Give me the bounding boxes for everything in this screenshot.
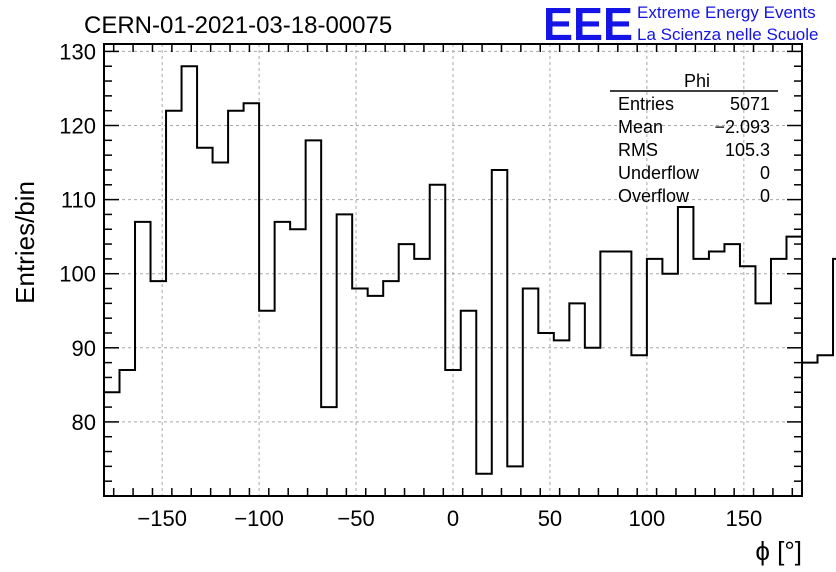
stats-mean-label: Mean: [618, 117, 663, 137]
y-axis-title: Entries/bin: [10, 181, 40, 304]
stats-rms-label: RMS: [618, 140, 658, 160]
x-tick-label-5: 100: [629, 506, 666, 531]
x-tick-label-4: 50: [538, 506, 562, 531]
y-tick-label-5: 130: [59, 39, 96, 64]
brand-line-2: La Scienza nelle Scuole: [637, 25, 818, 44]
stats-entries-label: Entries: [618, 94, 674, 114]
grid-lines: [104, 44, 802, 496]
x-tick-label-1: −100: [234, 506, 284, 531]
x-tick-label-6: 150: [725, 506, 762, 531]
x-tick-label-0: −150: [137, 506, 187, 531]
stats-underflow-value: 0: [760, 163, 770, 183]
x-axis-title: ϕ [°]: [755, 536, 802, 566]
x-tick-labels: −150 −100 −50 0 50 100 150: [137, 506, 762, 531]
x-tick-label-2: −50: [337, 506, 374, 531]
stats-box: Phi Entries 5071 Mean −2.093 RMS 105.3 U…: [610, 71, 778, 206]
y-tick-label-4: 120: [59, 114, 96, 139]
chart-title: CERN-01-2021-03-18-00075: [84, 12, 392, 39]
eee-logo: EEE: [543, 0, 633, 50]
stats-overflow-label: Overflow: [618, 186, 690, 206]
stats-mean-value: −2.093: [714, 117, 770, 137]
x-tick-label-3: 0: [447, 506, 459, 531]
stats-overflow-value: 0: [760, 186, 770, 206]
y-tick-label-2: 100: [59, 262, 96, 287]
y-tick-labels: 80 90 100 110 120 130: [59, 39, 96, 434]
stats-title: Phi: [684, 71, 710, 91]
plot-frame: [103, 43, 803, 497]
y-tick-label-3: 110: [61, 188, 96, 213]
stats-rms-value: 105.3: [725, 140, 770, 160]
brand-line-1: Extreme Energy Events: [637, 3, 816, 22]
y-tick-label-1: 90: [72, 336, 96, 361]
stats-entries-value: 5071: [730, 94, 770, 114]
y-tick-label-0: 80: [72, 410, 96, 435]
histogram-line: [104, 65, 836, 475]
axis-ticks: [104, 44, 802, 496]
stats-underflow-label: Underflow: [618, 163, 700, 183]
